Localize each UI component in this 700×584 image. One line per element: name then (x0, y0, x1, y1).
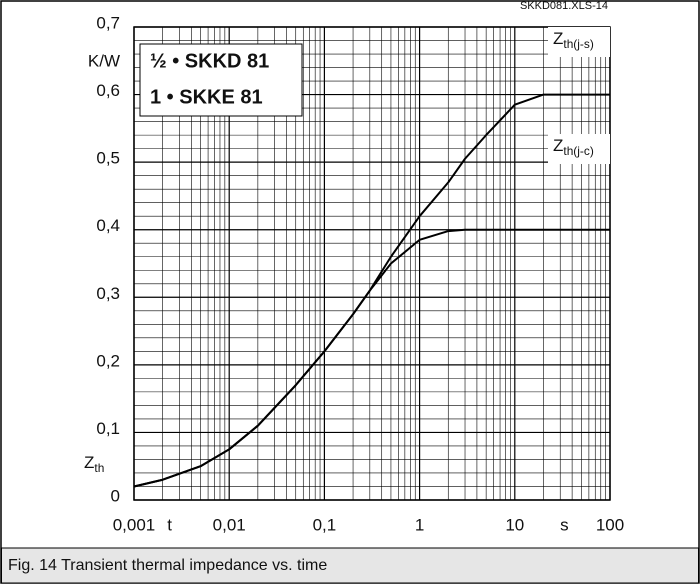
series-label-box (548, 27, 610, 57)
y-tick-label: 0,5 (96, 149, 120, 168)
y-tick-label: 0,3 (96, 284, 120, 303)
series-label: Zth(j-s) (553, 29, 594, 51)
x-tick-label: 0,001 (113, 515, 156, 534)
source-note: SKKD081.XLS-14 (520, 0, 608, 12)
y-tick-label: 0,2 (96, 351, 120, 370)
annotation-box (139, 43, 303, 117)
y-tick-label: 0,7 (96, 13, 120, 32)
caption: Fig. 14 Transient thermal impedance vs. … (8, 557, 327, 574)
caption-bar (1, 547, 699, 584)
y-tick-label: 0,1 (96, 419, 120, 438)
y-symbol: Zth (84, 453, 104, 475)
y-tick-label: 0,6 (96, 81, 120, 100)
x-tick-label: 1 (415, 515, 424, 534)
series-label: Zth(j-c) (553, 136, 594, 158)
x-tick-label: 0,01 (213, 515, 246, 534)
x-tick-label: 100 (596, 515, 624, 534)
x-tick-label: 0,1 (313, 515, 337, 534)
x-unit: s (560, 515, 569, 534)
annotation: ½ • SKKD 81 (150, 50, 269, 72)
x-symbol: t (167, 515, 172, 534)
y-unit: K/W (88, 51, 120, 70)
annotation: 1 • SKKE 81 (150, 86, 263, 108)
y-tick-label: 0 (111, 486, 120, 505)
x-tick-label: 10 (505, 515, 524, 534)
series-label-box (548, 134, 610, 164)
curve (133, 228, 610, 488)
plot-frame (133, 26, 611, 501)
y-tick-label: 0,4 (96, 216, 120, 235)
